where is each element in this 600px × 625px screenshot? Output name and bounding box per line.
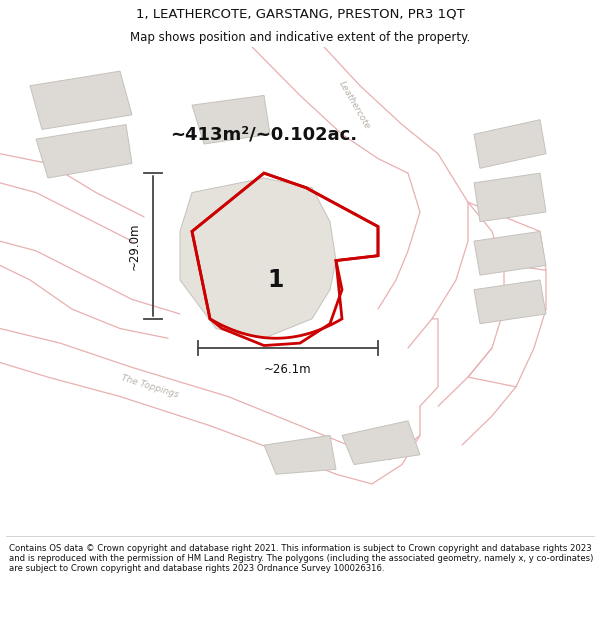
Polygon shape [192, 96, 270, 144]
Polygon shape [342, 421, 420, 464]
Polygon shape [264, 436, 336, 474]
Text: 1, LEATHERCOTE, GARSTANG, PRESTON, PR3 1QT: 1, LEATHERCOTE, GARSTANG, PRESTON, PR3 1… [136, 8, 464, 21]
Polygon shape [36, 124, 132, 178]
Text: ~413m²/~0.102ac.: ~413m²/~0.102ac. [170, 125, 358, 143]
Text: The Toppings: The Toppings [120, 374, 180, 400]
Polygon shape [474, 120, 546, 168]
Text: ~26.1m: ~26.1m [264, 362, 312, 376]
Text: Contains OS data © Crown copyright and database right 2021. This information is : Contains OS data © Crown copyright and d… [9, 544, 593, 573]
Text: ~29.0m: ~29.0m [128, 222, 141, 270]
Polygon shape [474, 173, 546, 222]
Polygon shape [474, 280, 546, 324]
Text: Leathercote: Leathercote [337, 79, 371, 131]
Polygon shape [180, 178, 336, 338]
Polygon shape [30, 71, 132, 129]
Polygon shape [474, 231, 546, 275]
Text: Map shows position and indicative extent of the property.: Map shows position and indicative extent… [130, 31, 470, 44]
Text: 1: 1 [268, 268, 284, 292]
